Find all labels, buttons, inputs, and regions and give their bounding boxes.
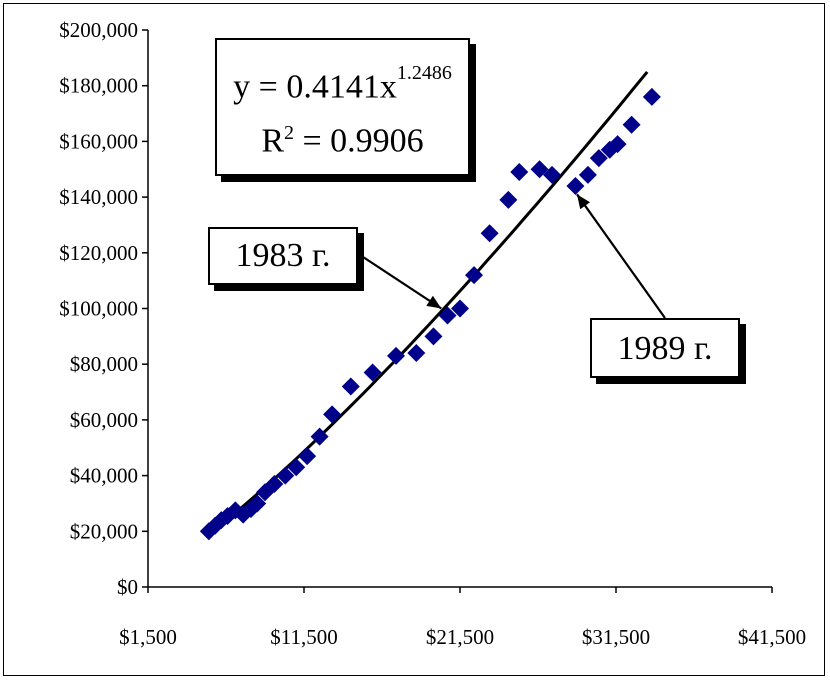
data-point bbox=[387, 346, 406, 365]
data-point bbox=[298, 447, 317, 466]
data-point bbox=[566, 176, 585, 195]
y-tick-label: $140,000 bbox=[59, 185, 138, 209]
y-tick-label: $60,000 bbox=[70, 408, 138, 432]
data-point bbox=[543, 165, 562, 184]
data-point bbox=[310, 427, 329, 446]
y-tick-label: $180,000 bbox=[59, 74, 138, 98]
data-point bbox=[363, 363, 382, 382]
y-tick-label: $40,000 bbox=[70, 464, 138, 488]
data-point bbox=[323, 405, 342, 424]
y-tick-label: $20,000 bbox=[70, 519, 138, 543]
axes: $0 $20,000 $40,000 $60,000 $80,000 $100,000 $1… bbox=[59, 18, 806, 649]
data-point bbox=[608, 135, 627, 154]
data-point bbox=[622, 115, 641, 134]
data-point bbox=[510, 163, 529, 182]
data-point bbox=[451, 299, 469, 318]
label-1989: 1989 г. bbox=[590, 318, 740, 378]
arrow-1983 bbox=[359, 254, 442, 310]
y-tick-label: $160,000 bbox=[59, 129, 138, 153]
trend-equation: y = 0.4141x1.2486 bbox=[233, 62, 452, 106]
data-point bbox=[578, 165, 597, 184]
y-tick-label: $0 bbox=[117, 575, 138, 599]
y-tick-label: $100,000 bbox=[59, 297, 138, 321]
y-tick-label: $120,000 bbox=[59, 241, 138, 265]
data-point bbox=[465, 266, 484, 285]
x-tick-label: $41,500 bbox=[738, 625, 806, 649]
data-point bbox=[287, 458, 306, 477]
x-tick-label: $1,500 bbox=[119, 625, 177, 649]
data-point bbox=[642, 87, 661, 106]
arrow-1989 bbox=[576, 193, 666, 319]
data-point bbox=[248, 494, 267, 513]
data-point bbox=[276, 466, 295, 485]
y-tick-label: $80,000 bbox=[70, 352, 138, 376]
data-points bbox=[199, 87, 661, 541]
data-point bbox=[424, 327, 443, 346]
data-point bbox=[438, 306, 457, 325]
x-tick-label: $11,500 bbox=[270, 625, 337, 649]
x-tick-label: $31,500 bbox=[582, 625, 650, 649]
data-point bbox=[341, 377, 360, 396]
annotation-arrows bbox=[359, 193, 666, 319]
data-point bbox=[234, 505, 253, 524]
data-point bbox=[212, 511, 231, 530]
data-point bbox=[530, 160, 549, 179]
label-1983: 1983 г. bbox=[208, 227, 358, 285]
data-point bbox=[407, 344, 426, 363]
data-point bbox=[589, 149, 608, 168]
data-point bbox=[499, 190, 518, 209]
data-point bbox=[265, 474, 284, 493]
r-squared: R2 = 0.9906 bbox=[261, 122, 424, 160]
x-tick-label: $21,500 bbox=[426, 625, 494, 649]
equation-box: y = 0.4141x1.2486 R2 = 0.9906 bbox=[215, 38, 470, 176]
data-point bbox=[480, 224, 499, 243]
y-tick-label: $200,000 bbox=[59, 18, 138, 42]
